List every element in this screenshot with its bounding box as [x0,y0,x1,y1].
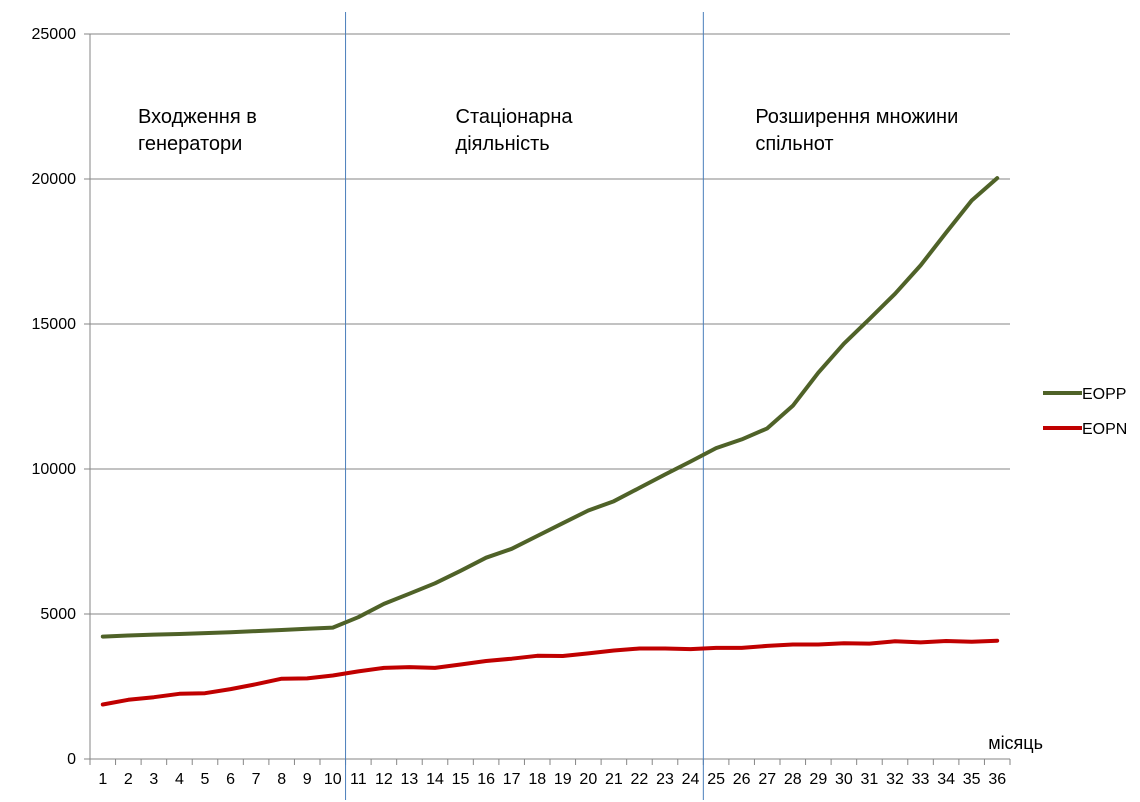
phase-annotations: Входження в генератори Стаціонарна діяльніс… [138,106,958,155]
x-tick-label: 24 [682,771,700,788]
legend: EOPP EOPN [1043,386,1127,438]
x-tick-label: 10 [324,771,342,788]
series-lines [100,176,1000,707]
phase-annotation-line: спільнот [755,133,833,155]
phase-annotation: Входження в генератори [138,106,257,155]
x-tick-label: 7 [252,771,261,788]
x-tick-label: 29 [809,771,827,788]
series-line-eopp [100,176,1000,639]
x-tick-label: 15 [452,771,470,788]
y-axis-ticks: 0 5000 10000 15000 20000 25000 [32,26,90,768]
x-tick-label: 17 [503,771,521,788]
x-tick-label: 21 [605,771,623,788]
x-tick-label: 25 [707,771,725,788]
phase-annotation: Розширення множини спільнот [755,106,958,155]
x-tick-label: 30 [835,771,853,788]
y-tick-label: 5000 [40,606,76,623]
y-tick-label: 25000 [32,26,77,43]
x-tick-label: 31 [861,771,879,788]
x-tick-label: 23 [656,771,674,788]
legend-label: EOPP [1082,386,1126,403]
phase-annotation: Стаціонарна діяльність [456,106,574,155]
x-tick-label: 35 [963,771,981,788]
phase-annotation-line: Стаціонарна [456,106,574,128]
x-axis-label: місяць [988,733,1043,753]
x-tick-label: 33 [912,771,930,788]
x-tick-label: 2 [124,771,133,788]
x-tick-label: 26 [733,771,751,788]
x-tick-label: 13 [401,771,419,788]
x-tick-label: 1 [98,771,107,788]
series-line-eopn [100,638,1000,707]
x-tick-label: 20 [579,771,597,788]
x-tick-label: 12 [375,771,393,788]
x-tick-label: 16 [477,771,495,788]
phase-annotation-line: Входження в [138,106,257,128]
x-tick-label: 36 [988,771,1006,788]
x-tick-label: 4 [175,771,184,788]
x-tick-label: 22 [631,771,649,788]
phase-annotation-line: діяльність [456,133,550,155]
x-tick-label: 27 [758,771,776,788]
x-tick-label: 6 [226,771,235,788]
y-tick-label: 10000 [32,461,77,478]
y-tick-label: 15000 [32,316,77,333]
x-tick-label: 14 [426,771,444,788]
x-tick-label: 32 [886,771,904,788]
y-tick-label: 0 [67,751,76,768]
phase-annotation-line: генератори [138,133,242,155]
x-tick-label: 9 [303,771,312,788]
x-tick-label: 34 [937,771,955,788]
phase-dividers [345,12,704,800]
x-tick-label: 5 [201,771,210,788]
y-tick-label: 20000 [32,171,77,188]
x-tick-label: 3 [149,771,158,788]
x-axis-ticks: 1 2 3 4 5 6 7 8 9 10 11 12 13 14 15 16 17 18 19 20 21 22 23 24 2… [89,759,1011,788]
x-tick-label: 18 [528,771,546,788]
x-tick-label: 11 [350,771,367,788]
legend-label: EOPN [1082,421,1127,438]
x-tick-label: 8 [277,771,286,788]
x-tick-label: 28 [784,771,802,788]
x-tick-label: 19 [554,771,572,788]
phase-annotation-line: Розширення множини [755,106,958,128]
